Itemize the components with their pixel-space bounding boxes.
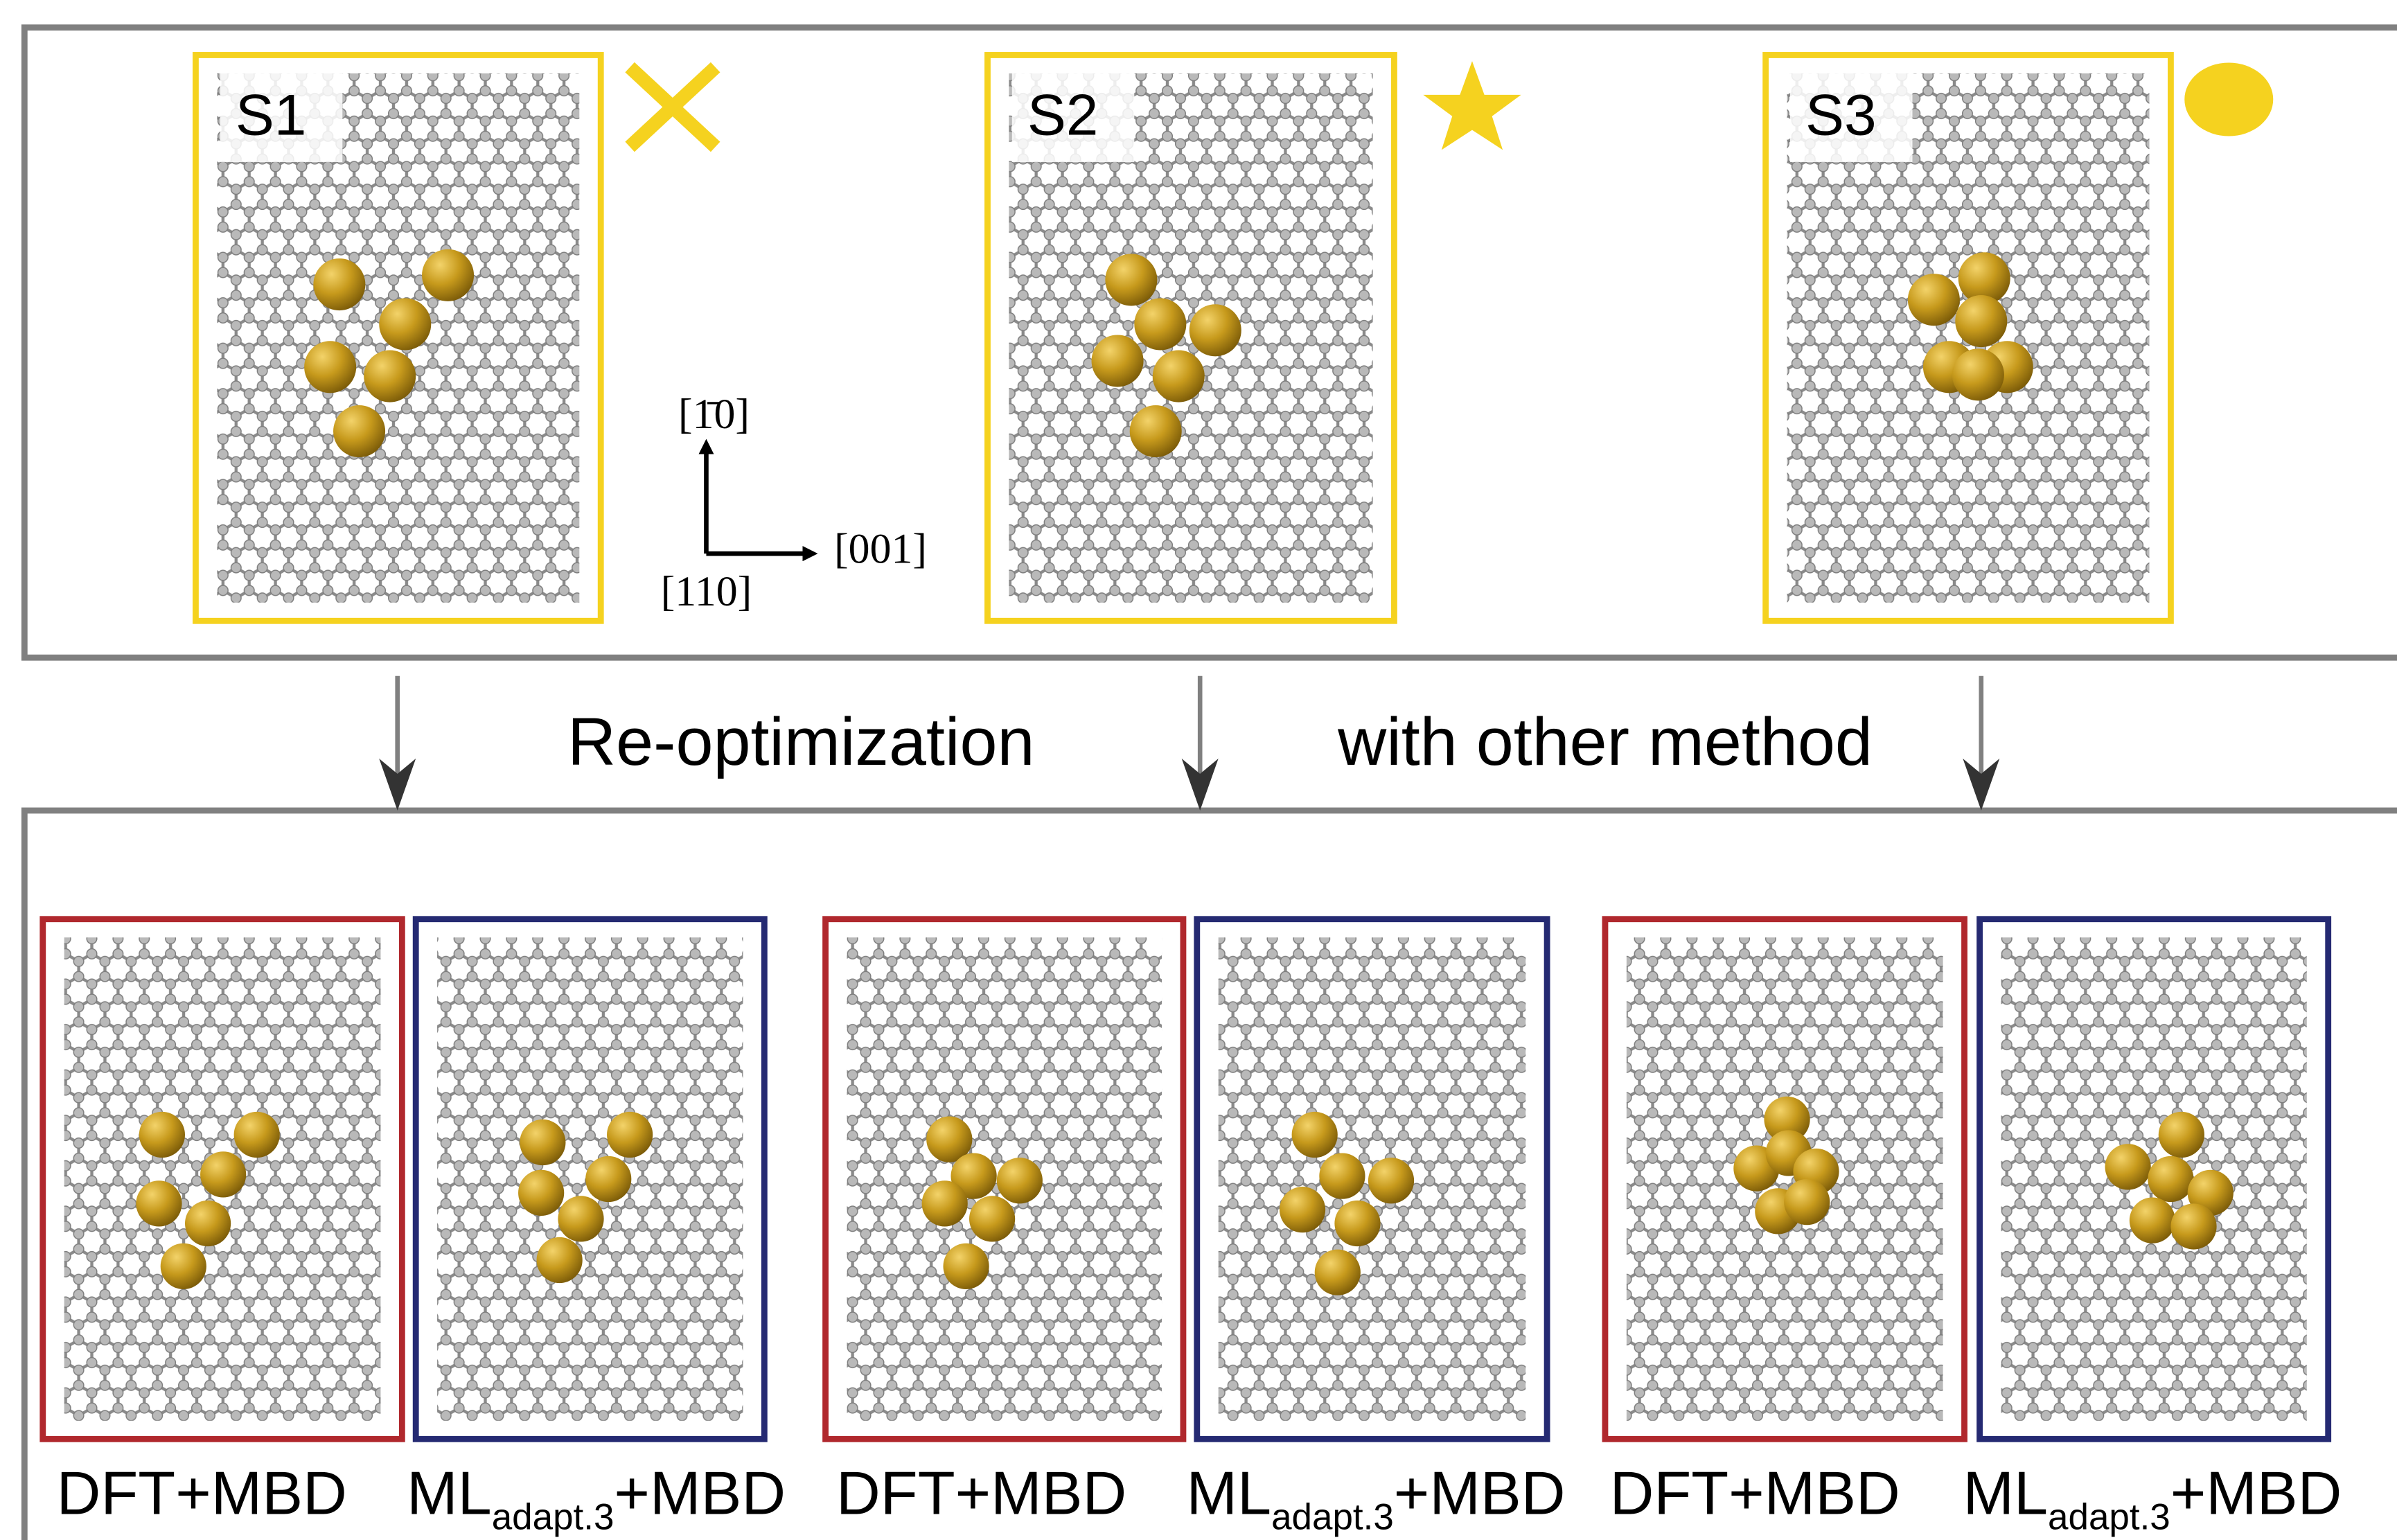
gold-atom <box>922 1180 968 1226</box>
gold-atom <box>1105 254 1157 306</box>
gold-atom <box>1092 335 1144 387</box>
gold-atom <box>1955 295 2007 347</box>
gold-atom <box>379 298 431 350</box>
gold-atom <box>1189 304 1241 356</box>
caption-suffix: +MBD <box>614 1458 786 1527</box>
caption-subscript: adapt.3 <box>492 1497 614 1538</box>
gold-atom <box>1368 1158 1414 1203</box>
gold-atom <box>997 1158 1043 1203</box>
method-caption: DFT+MBD <box>836 1458 1126 1527</box>
gold-atom <box>1952 348 2004 400</box>
gold-atom <box>313 258 365 310</box>
gold-atom <box>2170 1203 2216 1249</box>
method-caption: MLadapt.3+MBD <box>1187 1458 1566 1537</box>
gold-atom <box>1153 351 1205 402</box>
gold-atom <box>1908 274 1960 326</box>
gold-atom <box>1292 1112 1338 1158</box>
gold-atom <box>607 1112 653 1158</box>
gold-atom <box>1334 1201 1380 1246</box>
figure: [1̄0] [001] [110] Re-optimization with o… <box>0 0 2397 1540</box>
axes-indicator: [1̄0] [001] [110] <box>661 391 927 615</box>
caption-suffix: +MBD <box>1394 1458 1566 1527</box>
structure-label: S2 <box>1027 82 1099 147</box>
axis-label: [110] <box>661 568 752 615</box>
gold-atom <box>136 1180 182 1226</box>
gold-atom <box>1319 1153 1365 1198</box>
gold-atom <box>518 1170 564 1216</box>
gold-atom <box>304 341 356 393</box>
caption: with other method <box>1337 704 1873 779</box>
gold-atom <box>558 1196 603 1241</box>
star-symbol <box>1423 61 1521 150</box>
gold-atom <box>364 351 416 402</box>
gold-atom <box>537 1237 583 1283</box>
caption-base: ML <box>1963 1458 2048 1527</box>
gold-atom <box>161 1243 206 1289</box>
caption: Re-optimization <box>567 704 1035 779</box>
cross-symbol <box>630 67 716 147</box>
gold-atom <box>943 1243 989 1289</box>
caption-suffix: +MBD <box>2170 1458 2342 1527</box>
method-caption: DFT+MBD <box>1610 1458 1900 1527</box>
gold-atom <box>2159 1112 2204 1158</box>
gold-atom <box>139 1112 185 1158</box>
method-caption: MLadapt.3+MBD <box>1963 1458 2342 1537</box>
gold-atom <box>969 1196 1015 1241</box>
caption-base: ML <box>407 1458 492 1527</box>
gold-atom <box>2148 1156 2193 1202</box>
page: {"top_structures":[{"label":"S1"},{"labe… <box>0 0 2397 1540</box>
gold-atom <box>1784 1179 1830 1225</box>
gold-atom <box>520 1119 565 1165</box>
lattice <box>1627 937 1943 1421</box>
gold-atom <box>422 249 474 301</box>
axis-label: [1̄0] <box>678 391 750 438</box>
gold-atom <box>2105 1144 2151 1189</box>
caption-subscript: adapt.3 <box>1271 1497 1394 1538</box>
gold-atom <box>2130 1198 2175 1243</box>
method-caption: MLadapt.3+MBD <box>407 1458 786 1537</box>
circle-symbol <box>2184 63 2273 136</box>
gold-atom <box>185 1201 231 1246</box>
structure-label: S1 <box>236 82 307 147</box>
gold-atom <box>234 1112 280 1158</box>
gold-atom <box>585 1156 631 1202</box>
gold-atom <box>1315 1250 1361 1295</box>
gold-atom <box>1134 298 1186 350</box>
axis-label: [001] <box>834 525 927 572</box>
gold-atom <box>200 1151 246 1197</box>
gold-atom <box>1280 1187 1325 1232</box>
gold-atom <box>1130 405 1182 457</box>
method-caption: DFT+MBD <box>57 1458 347 1527</box>
gold-atom <box>333 405 385 457</box>
caption-subscript: adapt.3 <box>2048 1497 2170 1538</box>
caption-base: ML <box>1187 1458 1272 1527</box>
structure-label: S3 <box>1805 82 1877 147</box>
